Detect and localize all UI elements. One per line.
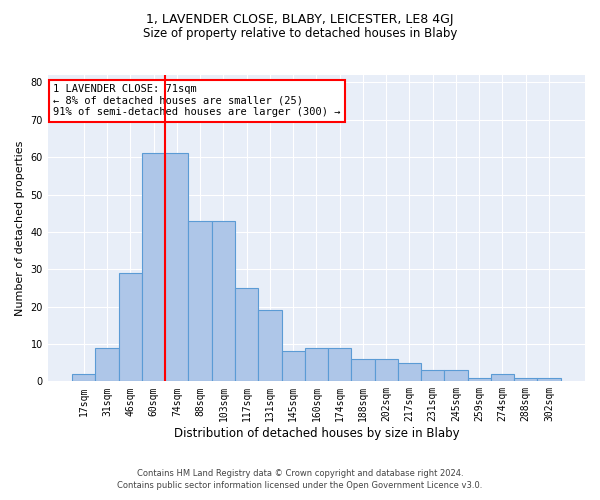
Bar <box>491 374 514 382</box>
Bar <box>305 348 328 382</box>
Text: Contains HM Land Registry data © Crown copyright and database right 2024.: Contains HM Land Registry data © Crown c… <box>137 468 463 477</box>
Text: Contains public sector information licensed under the Open Government Licence v3: Contains public sector information licen… <box>118 481 482 490</box>
Bar <box>514 378 538 382</box>
Bar <box>235 288 258 382</box>
Bar <box>95 348 119 382</box>
Bar <box>538 378 560 382</box>
Bar <box>374 359 398 382</box>
Y-axis label: Number of detached properties: Number of detached properties <box>15 140 25 316</box>
Bar <box>142 154 165 382</box>
Bar <box>258 310 281 382</box>
Text: 1, LAVENDER CLOSE, BLABY, LEICESTER, LE8 4GJ: 1, LAVENDER CLOSE, BLABY, LEICESTER, LE8… <box>146 12 454 26</box>
Bar <box>72 374 95 382</box>
Bar <box>445 370 467 382</box>
Bar <box>328 348 351 382</box>
Bar <box>188 220 212 382</box>
Bar <box>467 378 491 382</box>
Bar <box>281 352 305 382</box>
Bar <box>421 370 445 382</box>
Bar <box>351 359 374 382</box>
Text: 1 LAVENDER CLOSE: 71sqm
← 8% of detached houses are smaller (25)
91% of semi-det: 1 LAVENDER CLOSE: 71sqm ← 8% of detached… <box>53 84 341 117</box>
Bar <box>212 220 235 382</box>
Text: Size of property relative to detached houses in Blaby: Size of property relative to detached ho… <box>143 28 457 40</box>
X-axis label: Distribution of detached houses by size in Blaby: Distribution of detached houses by size … <box>173 427 459 440</box>
Bar <box>398 362 421 382</box>
Bar <box>119 273 142 382</box>
Bar <box>165 154 188 382</box>
